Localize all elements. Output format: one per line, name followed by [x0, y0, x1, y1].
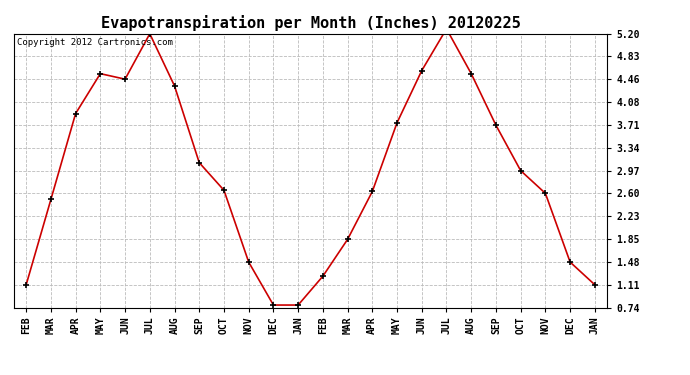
Text: Copyright 2012 Cartronics.com: Copyright 2012 Cartronics.com [17, 38, 172, 47]
Title: Evapotranspiration per Month (Inches) 20120225: Evapotranspiration per Month (Inches) 20… [101, 15, 520, 31]
